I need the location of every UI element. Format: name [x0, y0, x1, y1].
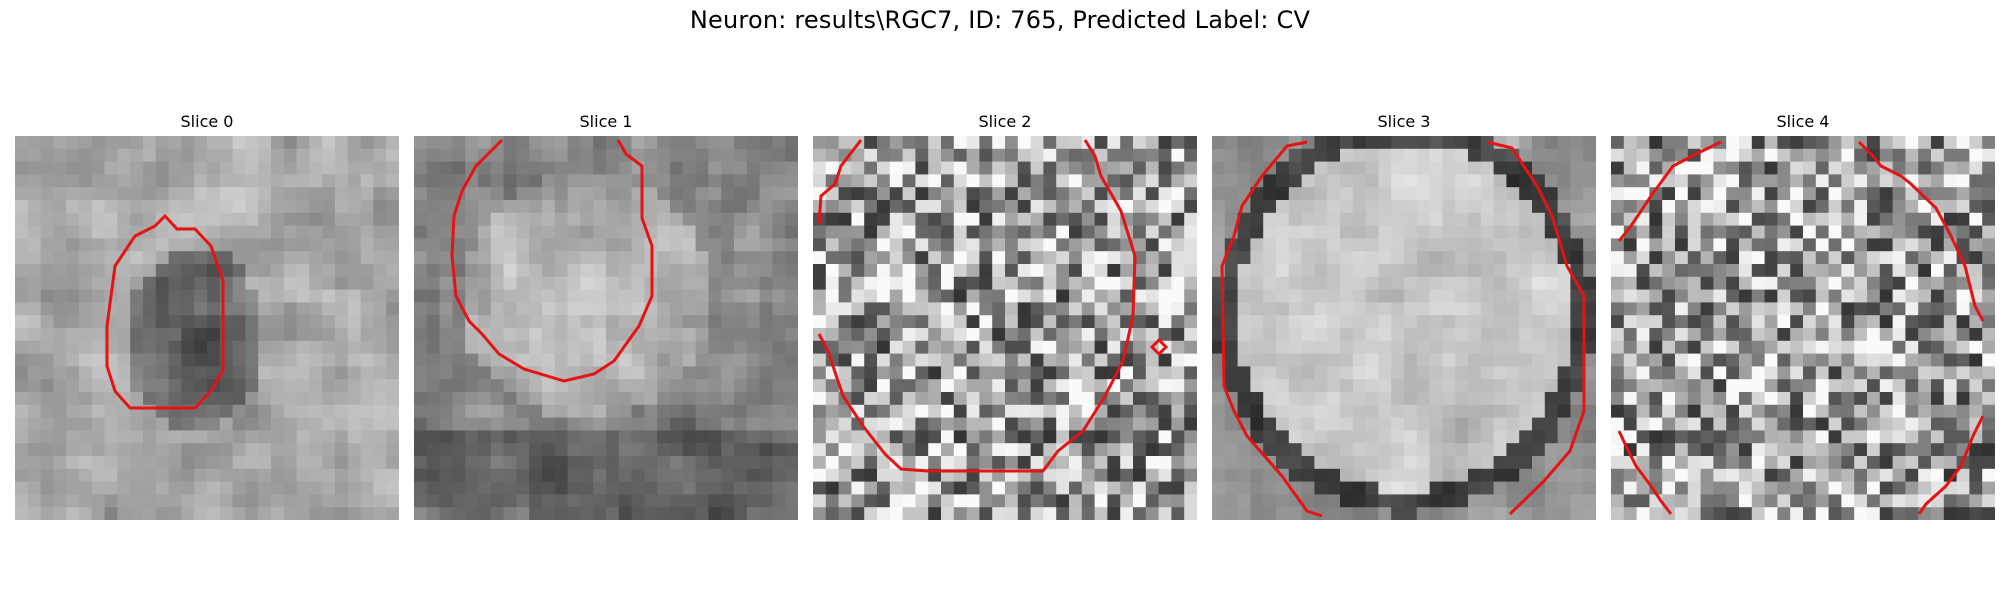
segmentation-contour: [105, 213, 225, 410]
slice-4-image: [1611, 136, 1995, 520]
figure-title: Neuron: results\RGC7, ID: 765, Predicted…: [689, 6, 1311, 34]
slice-title: Slice 2: [978, 112, 1032, 131]
pixel-grid: [813, 136, 1197, 520]
slice-1-image: [414, 136, 798, 520]
slice-title: Slice 0: [180, 112, 234, 131]
segmentation-contour: [1617, 430, 1673, 515]
slice-title: Slice 3: [1377, 112, 1431, 131]
segmentation-contour: [1617, 140, 1722, 242]
slice-image: [1212, 136, 1596, 520]
segmentation-contour: [1149, 337, 1169, 357]
slice-image: [414, 136, 798, 520]
slice-image: [1611, 136, 1995, 520]
pixel-grid: [414, 136, 798, 520]
slice-panel-1: Slice 1: [414, 110, 798, 520]
segmentation-contour: [450, 138, 654, 383]
slice-3-image: [1212, 136, 1596, 520]
segmentation-contour: [817, 139, 863, 225]
pixel-grid: [15, 136, 399, 520]
slice-image: [813, 136, 1197, 520]
slice-panel-3: Slice 3: [1212, 110, 1596, 520]
pixel-grid: [1212, 136, 1596, 520]
segmentation-contour: [1486, 140, 1586, 516]
slice-panel-4: Slice 4: [1611, 110, 1995, 520]
pixel-grid: [1611, 136, 1995, 520]
slice-panel-0: Slice 0: [15, 110, 399, 520]
slice-title: Slice 1: [579, 112, 633, 131]
segmentation-contour: [1220, 140, 1323, 518]
segmentation-contour: [1857, 140, 1985, 322]
slice-image: [15, 136, 399, 520]
segmentation-contour: [817, 139, 1137, 473]
slice-0-image: [15, 136, 399, 520]
slice-title: Slice 4: [1776, 112, 1830, 131]
slice-panel-2: Slice 2: [813, 110, 1197, 520]
slice-2-image: [813, 136, 1197, 520]
segmentation-contour: [1917, 415, 1985, 515]
